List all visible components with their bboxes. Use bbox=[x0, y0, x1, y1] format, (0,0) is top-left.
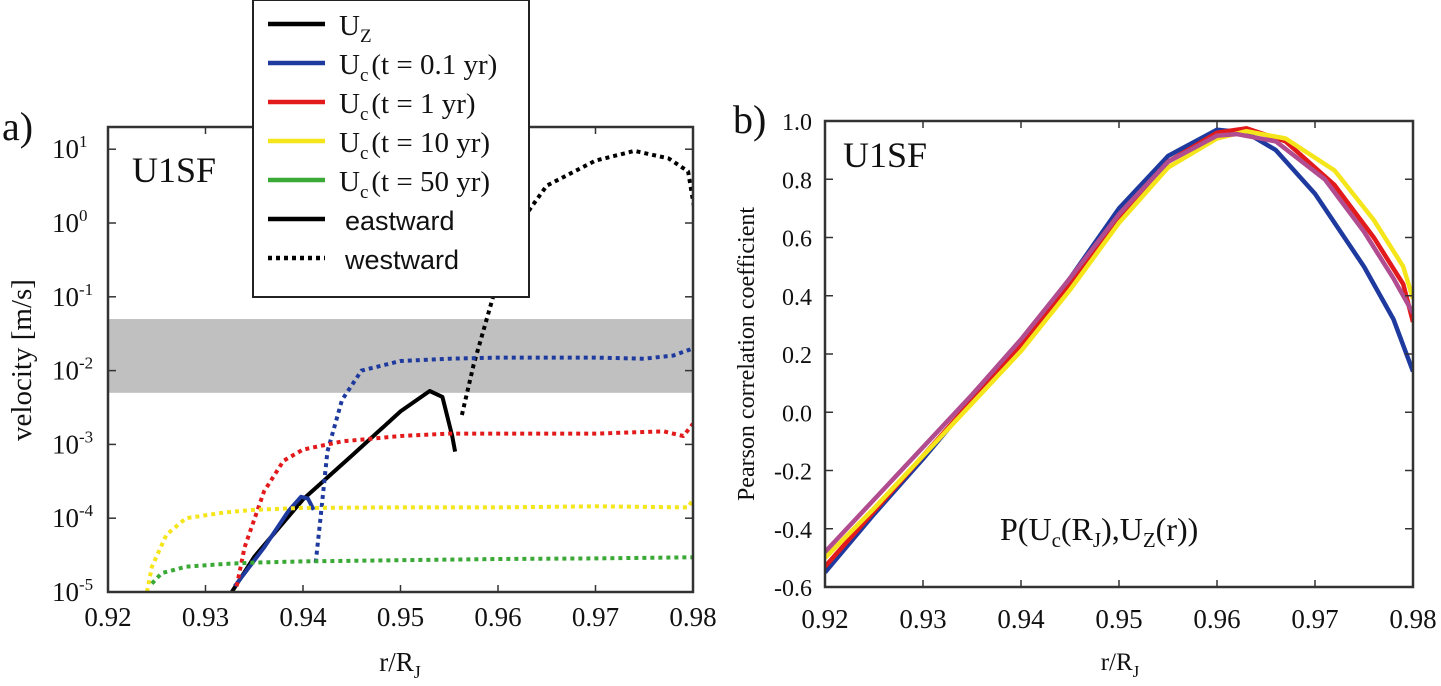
y-tick-label: 1.0 bbox=[782, 110, 812, 136]
panel-label: a) bbox=[2, 104, 33, 149]
x-tick-label: 0.94 bbox=[279, 602, 327, 632]
annotation: U1SF bbox=[843, 135, 927, 175]
legend-label-5: eastward bbox=[345, 206, 455, 236]
y-axis-label: velocity [m/s] bbox=[6, 279, 38, 441]
series-group bbox=[145, 148, 693, 592]
panel-a: 0.92 0.93 0.94 0.95 0.96 0.97 0.98 101 100 10-1 10… bbox=[2, 0, 717, 682]
x-tick-label: 0.94 bbox=[997, 604, 1045, 634]
x-axis-label: r/RJ bbox=[379, 647, 421, 682]
series-line-4 bbox=[234, 422, 693, 587]
legend-box bbox=[252, 0, 530, 298]
annotation: U1SF bbox=[132, 150, 216, 190]
x-tick-label: 0.92 bbox=[84, 602, 131, 632]
series-line-3 bbox=[313, 346, 693, 563]
y-tick-label: -0.2 bbox=[774, 460, 812, 486]
legend-label-6: westward bbox=[344, 245, 459, 275]
series-line-2 bbox=[233, 494, 316, 588]
correlation-line-3 bbox=[825, 131, 1413, 554]
y-tick-label: 10-3 bbox=[52, 427, 93, 459]
series-line-1 bbox=[459, 148, 693, 416]
y-tick-label: 101 bbox=[52, 132, 88, 164]
legend-label-3: Uc (t = 10 yr) bbox=[339, 127, 490, 164]
velocity-band bbox=[108, 319, 693, 393]
y-tick-label: 0.4 bbox=[782, 285, 812, 311]
formula-label: P(Uc(RJ),UZ(r)) bbox=[1000, 511, 1198, 552]
panel-label: b) bbox=[733, 97, 766, 142]
correlation-line-0 bbox=[825, 127, 1413, 574]
x-tick-label: 0.95 bbox=[1095, 604, 1142, 634]
y-tick-label: 100 bbox=[52, 206, 88, 238]
x-tick-label: 0.98 bbox=[1389, 604, 1436, 634]
y-tick-label: 0.8 bbox=[782, 168, 812, 194]
y-tick-label: -0.4 bbox=[774, 518, 812, 544]
y-tick-label: 10-5 bbox=[52, 575, 93, 607]
panel-b: 0.92 0.93 0.94 0.95 0.96 0.97 0.98 1.0 0.8 0.6 0.4… bbox=[733, 97, 1437, 681]
x-tick-label: 0.97 bbox=[572, 602, 619, 632]
correlation-line-2 bbox=[825, 128, 1413, 560]
correlation-line-1 bbox=[825, 126, 1413, 569]
y-axis-label: Pearson correlation coefficient bbox=[734, 207, 760, 501]
y-tick-label: -0.6 bbox=[774, 576, 812, 602]
series-line-5 bbox=[145, 498, 693, 592]
x-tick-label: 0.96 bbox=[1193, 604, 1240, 634]
legend-label-1: Uc (t = 0.1 yr) bbox=[339, 49, 497, 86]
y-tick-label: 10-1 bbox=[52, 280, 93, 312]
x-tick-label: 0.96 bbox=[474, 602, 521, 632]
x-tick-label: 0.95 bbox=[377, 602, 424, 632]
series-line-6 bbox=[150, 555, 693, 585]
y-tick-label: 10-2 bbox=[52, 354, 93, 386]
legend-label-4: Uc (t = 50 yr) bbox=[339, 166, 490, 203]
legend-label-2: Uc (t = 1 yr) bbox=[339, 88, 476, 125]
legend-label-0: UZ bbox=[339, 10, 372, 47]
x-tick-label: 0.97 bbox=[1291, 604, 1338, 634]
series-group bbox=[825, 126, 1413, 574]
x-tick-label: 0.93 bbox=[182, 602, 229, 632]
y-tick-label: 0.2 bbox=[782, 343, 812, 369]
x-tick-label: 0.98 bbox=[669, 602, 716, 632]
x-tick-label: 0.93 bbox=[899, 604, 946, 634]
y-tick-label: 10-4 bbox=[52, 501, 94, 533]
y-tick-label: 0.0 bbox=[782, 401, 812, 427]
x-axis-label: r/RJ bbox=[1101, 649, 1140, 681]
y-tick-label: 0.6 bbox=[782, 227, 812, 253]
x-tick-label: 0.92 bbox=[801, 604, 848, 634]
